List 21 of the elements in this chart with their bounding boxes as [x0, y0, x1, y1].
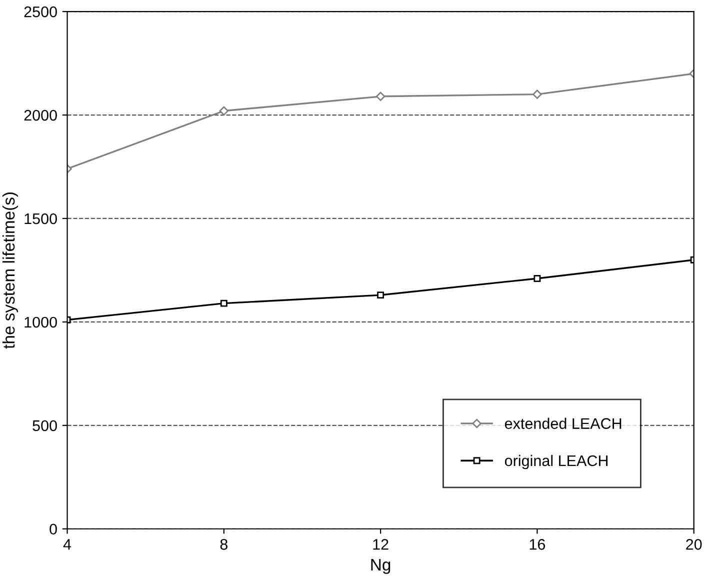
- y-tick-label: 1500: [24, 213, 57, 224]
- y-tick-label: 0: [50, 524, 57, 535]
- y-tick-label: 2000: [24, 110, 57, 121]
- x-tick-label: 16: [530, 538, 546, 550]
- point: [376, 92, 386, 102]
- y-tick-label: 1000: [24, 316, 57, 328]
- x-tick-label: 20: [686, 538, 702, 550]
- point: [534, 275, 541, 282]
- x-axis-title: Ng: [371, 559, 390, 574]
- point: [377, 292, 384, 299]
- point: [219, 106, 229, 116]
- x-tick-label: 8: [220, 538, 228, 550]
- y-tick-label: 500: [32, 420, 57, 432]
- x-tick-label: 12: [373, 538, 388, 550]
- legend-label: extended LEACH: [504, 418, 622, 429]
- y-axis-title: the system lifetime(s): [2, 192, 18, 349]
- y-tick-label: 2500: [24, 6, 57, 18]
- x-tick-label: 4: [63, 539, 72, 550]
- point: [220, 300, 228, 307]
- legend-label: original LEACH: [504, 454, 608, 470]
- point: [532, 90, 542, 99]
